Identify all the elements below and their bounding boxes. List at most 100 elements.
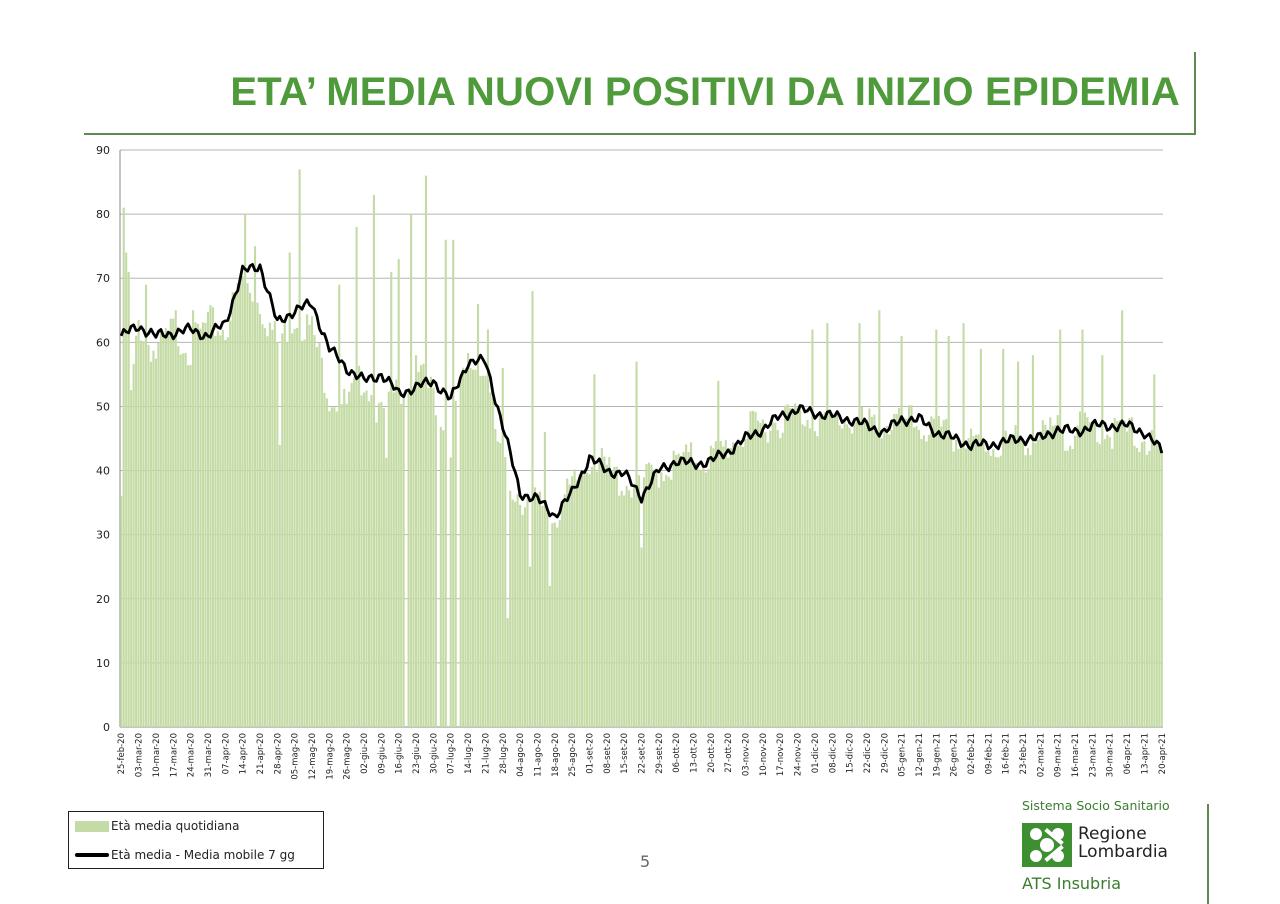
x-tick-label: 29-set-20 <box>655 733 665 774</box>
bar-daily <box>692 466 695 727</box>
logo-top-text: Sistema Socio Sanitario <box>1022 798 1170 813</box>
bar-daily <box>1012 434 1015 727</box>
x-tick-label: 02-mar-21 <box>1036 733 1046 777</box>
bar-daily <box>397 258 400 727</box>
x-tick-label: 08-set-20 <box>603 733 613 774</box>
bar-daily <box>883 430 886 727</box>
x-tick-label: 09-giu-20 <box>377 733 387 774</box>
bar-daily <box>870 416 873 727</box>
x-tick-label: 26-mag-20 <box>343 733 353 780</box>
legend-swatch-line <box>75 853 109 857</box>
bar-daily <box>204 322 207 727</box>
x-tick-label: 12-gen-21 <box>915 733 925 777</box>
x-tick-label: 16-feb-21 <box>1002 733 1012 774</box>
bar-daily <box>573 469 576 727</box>
bar-daily <box>516 494 519 727</box>
x-tick-label: 24-nov-20 <box>794 733 804 776</box>
bar-daily <box>1014 424 1017 727</box>
bar-daily <box>1078 411 1082 727</box>
bar-daily <box>816 436 819 727</box>
bar-daily <box>429 376 432 727</box>
bar-daily <box>1039 431 1042 727</box>
x-tick-label: 17-mar-20 <box>169 733 179 777</box>
x-tick-label: 10-mar-20 <box>152 733 162 777</box>
bar-daily <box>967 438 970 727</box>
bar-daily <box>997 457 1000 727</box>
bar-daily <box>214 336 217 727</box>
bar-daily <box>219 335 222 727</box>
bar-daily <box>281 333 284 727</box>
bar-daily <box>799 403 802 727</box>
bar-daily <box>739 440 742 727</box>
bar-daily <box>330 407 333 727</box>
bar-daily <box>576 480 579 727</box>
bar-daily <box>417 371 420 727</box>
bar-daily <box>355 226 358 727</box>
bar-daily <box>935 329 938 727</box>
x-tick-label: 21-apr-20 <box>256 733 266 774</box>
bar-daily <box>932 418 935 727</box>
bar-daily <box>900 335 903 727</box>
bar-daily <box>660 472 663 727</box>
bar-daily <box>196 323 200 727</box>
bar-daily <box>610 471 613 727</box>
bar-daily <box>521 514 524 727</box>
bar-daily <box>1007 440 1010 727</box>
bar-daily <box>1145 454 1148 727</box>
bar-daily <box>742 446 745 727</box>
bar-daily <box>268 322 271 727</box>
bar-daily <box>157 342 160 727</box>
legend-label-moving-average: Età media - Media mobile 7 gg <box>111 848 295 862</box>
bar-daily <box>1061 433 1064 727</box>
bar-daily <box>484 375 487 727</box>
bar-daily <box>1108 436 1111 727</box>
x-tick-label: 22-set-20 <box>638 733 648 774</box>
bar-daily <box>699 470 703 727</box>
x-tick-label: 27-ott-20 <box>724 733 734 773</box>
x-tick-label: 28-lug-20 <box>499 733 509 774</box>
logo-name-line1: Regione <box>1078 824 1147 844</box>
bar-daily <box>1002 348 1005 727</box>
bar-daily <box>536 492 539 727</box>
x-tick-label: 16-giu-20 <box>395 733 405 774</box>
bar-daily <box>206 312 210 727</box>
x-tick-label: 15-set-20 <box>620 733 630 774</box>
bar-daily <box>328 411 331 727</box>
bar-daily <box>979 348 982 727</box>
x-tick-label: 23-giu-20 <box>412 733 422 774</box>
bar-daily <box>642 477 646 727</box>
bar-daily <box>162 335 165 727</box>
bar-daily <box>244 214 247 728</box>
bar-daily <box>149 361 153 727</box>
bar-daily <box>1044 424 1047 727</box>
bar-daily <box>1111 448 1114 727</box>
bar-daily <box>937 415 940 727</box>
bar-daily <box>1081 329 1084 727</box>
bar-daily <box>350 383 353 727</box>
legend-label-daily: Età media quotidiana <box>111 819 240 833</box>
bar-daily <box>201 322 205 727</box>
bar-daily <box>1150 429 1153 727</box>
x-tick-label: 12-mag-20 <box>308 733 318 780</box>
bar-daily <box>843 421 846 727</box>
bar-daily <box>142 341 145 727</box>
bar-daily <box>605 464 608 727</box>
bar-daily <box>345 403 348 727</box>
bar-daily <box>704 472 707 727</box>
bar-daily <box>952 451 955 727</box>
x-tick-label: 22-dic-20 <box>863 733 873 773</box>
bar-daily <box>801 424 804 727</box>
bar-daily <box>526 495 529 727</box>
x-tick-label: 30-mar-21 <box>1106 733 1116 777</box>
bar-daily <box>833 414 836 727</box>
bar-daily <box>211 307 214 727</box>
bar-daily <box>903 418 906 727</box>
bar-daily <box>593 374 596 727</box>
bar-daily <box>947 335 950 727</box>
logo-vertical-divider <box>1207 804 1209 904</box>
bar-daily <box>1155 442 1158 727</box>
bar-daily <box>533 487 537 727</box>
bar-daily <box>1106 434 1109 727</box>
bar-daily <box>546 512 549 727</box>
bar-daily <box>774 422 777 727</box>
